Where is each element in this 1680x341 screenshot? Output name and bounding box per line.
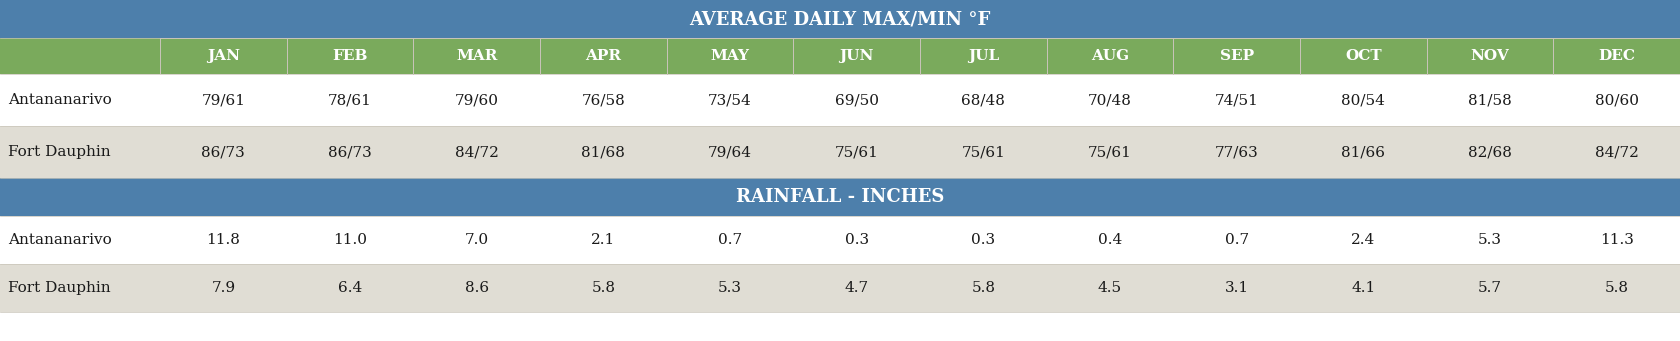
Text: JUN: JUN (840, 49, 874, 63)
Text: 76/58: 76/58 (581, 93, 625, 107)
Text: 68/48: 68/48 (961, 93, 1005, 107)
Text: 2.4: 2.4 (1351, 233, 1376, 247)
Bar (0, 216, 1680, 264)
Text: 3.1: 3.1 (1225, 281, 1248, 295)
Bar (0, 0, 1680, 38)
Bar (160, 38, 287, 74)
Text: 78/61: 78/61 (328, 93, 371, 107)
Text: 79/64: 79/64 (707, 145, 753, 159)
Bar (0, 126, 1680, 178)
Text: 75/61: 75/61 (1089, 145, 1132, 159)
Text: 0.7: 0.7 (1225, 233, 1248, 247)
Bar (0, 38, 160, 74)
Text: 11.8: 11.8 (207, 233, 240, 247)
Text: 4.5: 4.5 (1099, 281, 1122, 295)
Text: Fort Dauphin: Fort Dauphin (8, 281, 111, 295)
Text: Antananarivo: Antananarivo (8, 233, 113, 247)
Text: 2.1: 2.1 (591, 233, 615, 247)
Text: 5.3: 5.3 (717, 281, 743, 295)
Text: 4.7: 4.7 (845, 281, 869, 295)
Text: 77/63: 77/63 (1215, 145, 1258, 159)
Text: 82/68: 82/68 (1468, 145, 1512, 159)
Text: 0.7: 0.7 (717, 233, 743, 247)
Bar (1554, 38, 1680, 74)
Text: MAY: MAY (711, 49, 749, 63)
Text: JUL: JUL (968, 49, 1000, 63)
Text: 81/68: 81/68 (581, 145, 625, 159)
Text: 69/50: 69/50 (835, 93, 879, 107)
Text: 79/60: 79/60 (455, 93, 499, 107)
Text: 84/72: 84/72 (455, 145, 499, 159)
Text: 81/58: 81/58 (1468, 93, 1512, 107)
Bar (413, 38, 539, 74)
Bar (539, 38, 667, 74)
Text: AVERAGE DAILY MAX/MIN °F: AVERAGE DAILY MAX/MIN °F (689, 10, 991, 28)
Text: 74/51: 74/51 (1215, 93, 1258, 107)
Text: 75/61: 75/61 (961, 145, 1005, 159)
Text: 80/54: 80/54 (1341, 93, 1386, 107)
Text: 84/72: 84/72 (1594, 145, 1638, 159)
Text: JAN: JAN (207, 49, 240, 63)
Text: 70/48: 70/48 (1089, 93, 1132, 107)
Bar (667, 38, 793, 74)
Text: MAR: MAR (455, 49, 497, 63)
Bar (0, 178, 1680, 216)
Text: 5.7: 5.7 (1478, 281, 1502, 295)
Text: Fort Dauphin: Fort Dauphin (8, 145, 111, 159)
Text: 11.0: 11.0 (333, 233, 366, 247)
Bar (0, 264, 1680, 312)
Text: 86/73: 86/73 (328, 145, 371, 159)
Text: RAINFALL - INCHES: RAINFALL - INCHES (736, 188, 944, 206)
Bar (1426, 38, 1554, 74)
Text: AUG: AUG (1090, 49, 1129, 63)
Text: 81/66: 81/66 (1341, 145, 1386, 159)
Text: 7.9: 7.9 (212, 281, 235, 295)
Text: 4.1: 4.1 (1351, 281, 1376, 295)
Text: 0.3: 0.3 (845, 233, 869, 247)
Text: 11.3: 11.3 (1599, 233, 1633, 247)
Text: 6.4: 6.4 (338, 281, 363, 295)
Text: 5.8: 5.8 (591, 281, 615, 295)
Bar (921, 38, 1047, 74)
Text: 79/61: 79/61 (202, 93, 245, 107)
Text: DEC: DEC (1598, 49, 1635, 63)
Text: 86/73: 86/73 (202, 145, 245, 159)
Text: NOV: NOV (1470, 49, 1509, 63)
Text: SEP: SEP (1220, 49, 1253, 63)
Text: Antananarivo: Antananarivo (8, 93, 113, 107)
Bar (1173, 38, 1300, 74)
Bar (287, 38, 413, 74)
Text: OCT: OCT (1346, 49, 1381, 63)
Text: 0.3: 0.3 (971, 233, 995, 247)
Text: APR: APR (585, 49, 622, 63)
Text: 73/54: 73/54 (709, 93, 753, 107)
Bar (0, 74, 1680, 126)
Text: 80/60: 80/60 (1594, 93, 1638, 107)
Text: FEB: FEB (333, 49, 368, 63)
Text: 7.0: 7.0 (465, 233, 489, 247)
Bar (1047, 38, 1173, 74)
Bar (793, 38, 921, 74)
Text: 5.3: 5.3 (1478, 233, 1502, 247)
Bar (1300, 38, 1426, 74)
Text: 5.8: 5.8 (1604, 281, 1628, 295)
Text: 0.4: 0.4 (1097, 233, 1122, 247)
Text: 75/61: 75/61 (835, 145, 879, 159)
Text: 5.8: 5.8 (971, 281, 995, 295)
Text: 8.6: 8.6 (465, 281, 489, 295)
